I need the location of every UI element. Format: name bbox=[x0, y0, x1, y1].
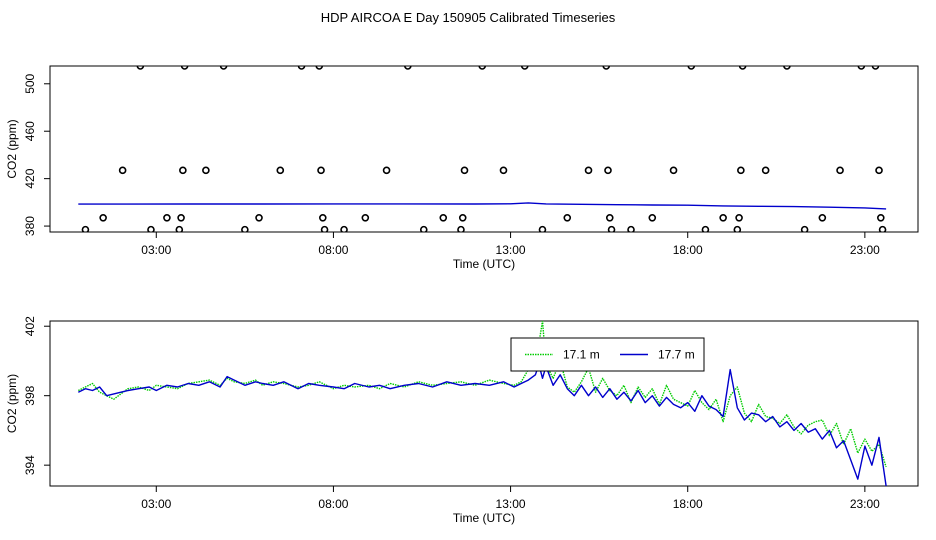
top-x-tick-label: 18:00 bbox=[673, 243, 703, 257]
legend: 17.1 m 17.7 m bbox=[510, 337, 705, 372]
top-scatter-point bbox=[320, 225, 329, 232]
legend-label-1: 17.7 m bbox=[658, 348, 695, 362]
bottom-x-tick-label: 23:00 bbox=[850, 497, 880, 511]
top-scatter-point bbox=[761, 166, 770, 175]
top-x-tick-label: 03:00 bbox=[141, 243, 171, 257]
top-scatter-point bbox=[687, 66, 696, 70]
bottom-x-tick-label: 13:00 bbox=[496, 497, 526, 511]
top-scatter-point bbox=[876, 213, 885, 222]
top-y-tick-label: 380 bbox=[23, 216, 37, 236]
bottom-x-tick-label: 03:00 bbox=[141, 497, 171, 511]
top-x-tick-label: 23:00 bbox=[850, 243, 880, 257]
top-series-line-1 bbox=[78, 202, 887, 210]
top-scatter-point bbox=[499, 166, 508, 175]
top-scatter-point bbox=[460, 166, 469, 175]
top-scatter-point bbox=[241, 225, 249, 232]
top-scatter-point bbox=[276, 166, 285, 175]
top-scatter-point bbox=[297, 66, 306, 70]
top-scatter-point bbox=[538, 225, 547, 232]
top-scatter-point bbox=[738, 66, 747, 70]
top-x-axis-label: Time (UTC) bbox=[453, 257, 515, 271]
top-scatter-point bbox=[180, 66, 189, 70]
top-scatter-point bbox=[147, 225, 155, 232]
top-scatter-point bbox=[179, 166, 187, 175]
top-scatter-point bbox=[701, 225, 710, 232]
top-scatter-point bbox=[81, 225, 90, 232]
bottom-x-tick-label: 08:00 bbox=[318, 497, 348, 511]
top-scatter-point bbox=[404, 66, 412, 70]
legend-label-0: 17.1 m bbox=[563, 348, 600, 362]
top-scatter-point bbox=[627, 225, 635, 232]
top-scatter-point bbox=[878, 225, 887, 232]
top-scatter-point bbox=[361, 213, 370, 222]
bottom-y-axis-label: CO2 (ppm) bbox=[5, 374, 19, 433]
bottom-y-tick-label: 402 bbox=[23, 316, 37, 336]
top-scatter-point bbox=[800, 225, 809, 232]
top-scatter-point bbox=[255, 213, 263, 222]
top-scatter-point bbox=[99, 213, 107, 222]
top-scatter-point bbox=[163, 213, 171, 222]
top-scatter-point bbox=[219, 66, 228, 70]
bottom-x-axis-label: Time (UTC) bbox=[453, 511, 515, 525]
top-panel-scatter-plot: 03:00 08:00 13:00 18:00 23:00 380 420 460 500 Tim… bbox=[5, 65, 919, 271]
top-scatter-point bbox=[857, 66, 866, 70]
bottom-x-tick-label: 18:00 bbox=[673, 497, 703, 511]
bottom-series-line-1 bbox=[77, 363, 887, 486]
top-scatter-point bbox=[836, 166, 844, 175]
top-scatter-point bbox=[340, 225, 348, 232]
top-scatter-point bbox=[175, 225, 184, 232]
top-scatter-point bbox=[783, 66, 791, 70]
top-plot-area bbox=[78, 66, 887, 232]
top-plot-frame bbox=[49, 65, 919, 233]
bottom-series-line-0 bbox=[77, 321, 887, 468]
top-scatter-point bbox=[318, 213, 327, 222]
top-scatter-point bbox=[136, 66, 145, 70]
top-scatter-point bbox=[737, 166, 745, 175]
top-y-tick-label: 460 bbox=[23, 121, 37, 141]
top-scatter-point bbox=[648, 213, 657, 222]
top-scatter-point bbox=[607, 225, 616, 232]
top-scatter-point bbox=[520, 66, 529, 70]
top-y-tick-label: 500 bbox=[23, 73, 37, 93]
bottom-plot-area bbox=[77, 321, 887, 486]
top-scatter-point bbox=[584, 166, 593, 175]
top-scatter-point bbox=[458, 213, 467, 222]
top-scatter-point bbox=[818, 213, 827, 222]
top-scatter-point bbox=[719, 213, 727, 222]
top-scatter-point bbox=[439, 213, 448, 222]
bottom-plot-frame bbox=[49, 320, 919, 487]
top-scatter-point bbox=[605, 213, 614, 222]
top-scatter-point bbox=[315, 66, 324, 70]
top-y-axis-label: CO2 (ppm) bbox=[5, 119, 19, 178]
top-scatter-point bbox=[871, 66, 880, 70]
top-scatter-point bbox=[457, 225, 465, 232]
top-scatter-point bbox=[669, 166, 678, 175]
top-scatter-point bbox=[875, 166, 883, 175]
top-scatter-point bbox=[604, 166, 612, 175]
top-scatter-point bbox=[202, 166, 210, 175]
top-scatter-point bbox=[177, 213, 185, 222]
bottom-y-tick-label: 394 bbox=[23, 455, 37, 475]
bottom-y-tick-label: 398 bbox=[23, 385, 37, 405]
top-x-tick-label: 08:00 bbox=[318, 243, 348, 257]
top-scatter-point bbox=[563, 213, 572, 222]
top-y-tick-label: 420 bbox=[23, 168, 37, 188]
top-scatter-point bbox=[118, 166, 127, 175]
top-scatter-point bbox=[602, 66, 611, 70]
top-x-tick-label: 13:00 bbox=[496, 243, 526, 257]
top-scatter-point bbox=[735, 213, 743, 222]
top-scatter-point bbox=[419, 225, 428, 232]
top-scatter-point bbox=[478, 66, 487, 70]
bottom-panel-line-plot: 03:00 08:00 13:00 18:00 23:00 394 398 402 Time (… bbox=[5, 316, 919, 525]
chart-title: HDP AIRCOA E Day 150905 Calibrated Times… bbox=[321, 10, 616, 25]
top-scatter-point bbox=[317, 166, 325, 175]
top-scatter-point bbox=[733, 225, 742, 232]
top-scatter-point bbox=[382, 166, 391, 175]
